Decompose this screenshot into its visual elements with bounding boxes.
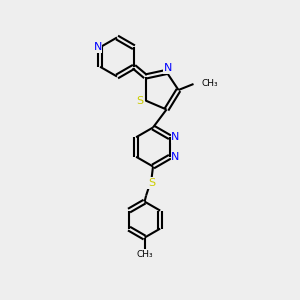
- Text: N: N: [171, 152, 179, 162]
- Text: S: S: [136, 95, 144, 106]
- Text: N: N: [164, 63, 172, 73]
- Text: N: N: [94, 42, 102, 52]
- Text: CH₃: CH₃: [201, 80, 217, 88]
- Text: CH₃: CH₃: [136, 250, 153, 259]
- Text: S: S: [148, 178, 155, 188]
- Text: N: N: [171, 132, 179, 142]
